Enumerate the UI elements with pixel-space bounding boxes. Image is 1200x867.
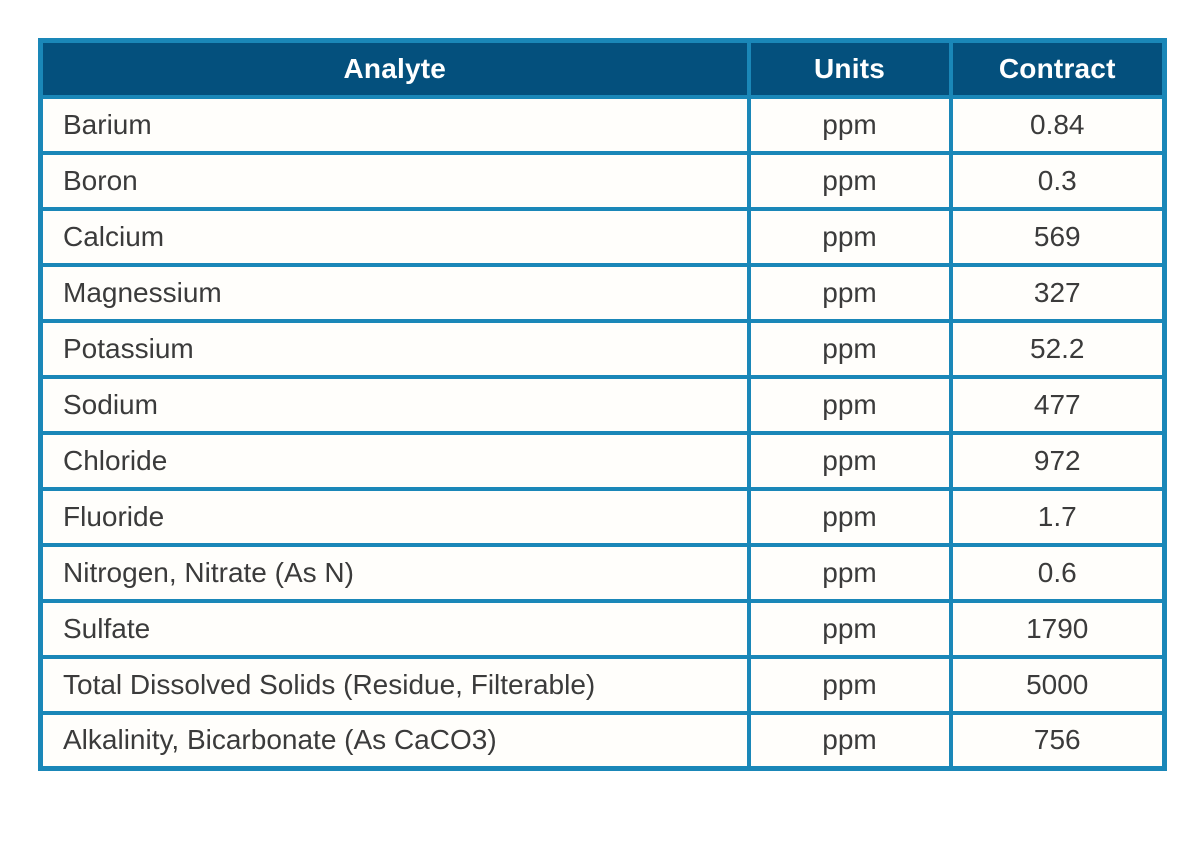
units-cell: ppm — [746, 654, 953, 715]
column-header-analyte: Analyte — [38, 38, 751, 99]
units-cell: ppm — [746, 430, 953, 491]
analyte-cell: Calcium — [38, 206, 751, 267]
table-row: Barium ppm 0.84 — [38, 94, 1167, 155]
contract-cell: 327 — [948, 262, 1167, 323]
table-row: Potassium ppm 52.2 — [38, 318, 1167, 379]
contract-cell: 52.2 — [948, 318, 1167, 379]
contract-cell: 1790 — [948, 598, 1167, 659]
contract-cell: 0.84 — [948, 94, 1167, 155]
analyte-cell: Nitrogen, Nitrate (As N) — [38, 542, 751, 603]
analyte-cell: Alkalinity, Bicarbonate (As CaCO3) — [38, 710, 751, 771]
page: Analyte Units Contract Barium ppm 0.84 B… — [38, 38, 1167, 771]
table-row: Sulfate ppm 1790 — [38, 598, 1167, 659]
table-row: Fluoride ppm 1.7 — [38, 486, 1167, 547]
contract-cell: 756 — [948, 710, 1167, 771]
units-cell: ppm — [746, 206, 953, 267]
table-header: Analyte Units Contract — [38, 38, 1167, 99]
analyte-cell: Fluoride — [38, 486, 751, 547]
analyte-cell: Magnessium — [38, 262, 751, 323]
table-row: Boron ppm 0.3 — [38, 150, 1167, 211]
table-row: Sodium ppm 477 — [38, 374, 1167, 435]
units-cell: ppm — [746, 94, 953, 155]
analyte-cell: Potassium — [38, 318, 751, 379]
contract-cell: 0.3 — [948, 150, 1167, 211]
contract-cell: 5000 — [948, 654, 1167, 715]
table-row: Total Dissolved Solids (Residue, Filtera… — [38, 654, 1167, 715]
contract-cell: 477 — [948, 374, 1167, 435]
units-cell: ppm — [746, 262, 953, 323]
analyte-cell: Barium — [38, 94, 751, 155]
table-row: Alkalinity, Bicarbonate (As CaCO3) ppm 7… — [38, 710, 1167, 771]
table-body: Barium ppm 0.84 Boron ppm 0.3 Calcium pp… — [38, 94, 1167, 771]
analyte-cell: Sodium — [38, 374, 751, 435]
column-header-units: Units — [746, 38, 953, 99]
units-cell: ppm — [746, 542, 953, 603]
contract-cell: 972 — [948, 430, 1167, 491]
contract-cell: 0.6 — [948, 542, 1167, 603]
table-row: Calcium ppm 569 — [38, 206, 1167, 267]
contract-cell: 1.7 — [948, 486, 1167, 547]
analyte-cell: Sulfate — [38, 598, 751, 659]
analyte-cell: Total Dissolved Solids (Residue, Filtera… — [38, 654, 751, 715]
units-cell: ppm — [746, 710, 953, 771]
analyte-cell: Boron — [38, 150, 751, 211]
units-cell: ppm — [746, 486, 953, 547]
table-row: Chloride ppm 972 — [38, 430, 1167, 491]
water-analysis-table: Analyte Units Contract Barium ppm 0.84 B… — [38, 38, 1167, 771]
units-cell: ppm — [746, 318, 953, 379]
analyte-cell: Chloride — [38, 430, 751, 491]
column-header-contract: Contract — [948, 38, 1167, 99]
units-cell: ppm — [746, 598, 953, 659]
contract-cell: 569 — [948, 206, 1167, 267]
table-row: Nitrogen, Nitrate (As N) ppm 0.6 — [38, 542, 1167, 603]
header-row: Analyte Units Contract — [38, 38, 1167, 99]
units-cell: ppm — [746, 150, 953, 211]
table-row: Magnessium ppm 327 — [38, 262, 1167, 323]
units-cell: ppm — [746, 374, 953, 435]
